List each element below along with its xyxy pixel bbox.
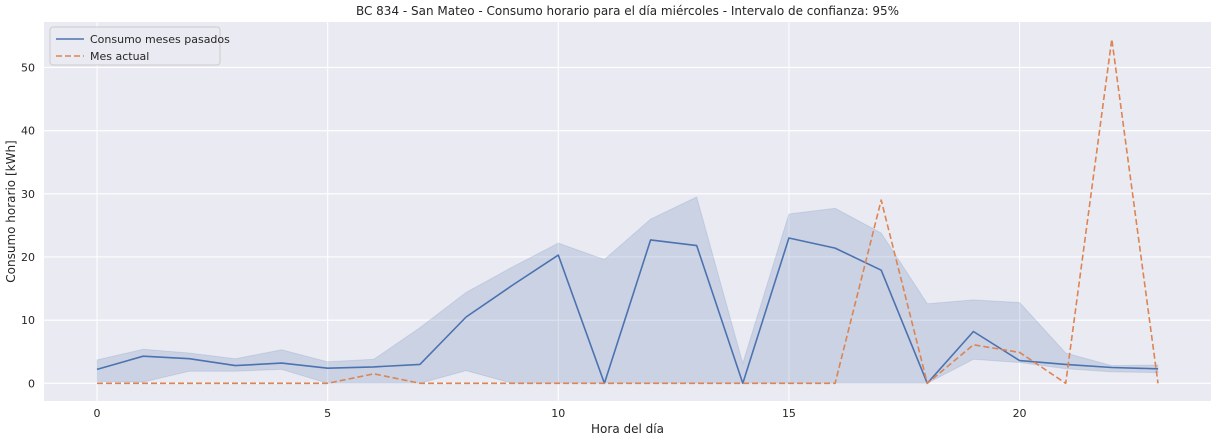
x-axis-label: Hora del día: [591, 422, 664, 436]
x-tick-label: 15: [782, 407, 796, 420]
chart-title: BC 834 - San Mateo - Consumo horario par…: [356, 4, 899, 18]
y-tick-label: 10: [21, 314, 35, 327]
legend-box: [49, 26, 221, 66]
y-axis-label: Consumo horario [kWh]: [4, 140, 18, 282]
plot-background: [44, 22, 1211, 401]
legend-label-consumo-meses-pasados: Consumo meses pasados: [90, 33, 230, 46]
x-tick-label: 10: [551, 407, 565, 420]
series-line-consumo-meses-pasados: [96, 237, 1159, 385]
x-axis-ticks: 0 5 10 15 20: [94, 407, 1027, 420]
series-line-mes-actual: [97, 38, 1159, 385]
y-tick-label: 0: [28, 377, 35, 390]
y-tick-label: 40: [21, 125, 35, 138]
y-tick-label: 20: [21, 251, 35, 264]
legend-label-mes-actual: Mes actual: [90, 50, 149, 63]
legend: Consumo meses pasados Mes actual: [49, 26, 230, 66]
y-tick-label: 50: [21, 61, 35, 74]
y-tick-label: 30: [21, 188, 35, 201]
x-tick-label: 0: [94, 407, 101, 420]
y-axis-ticks: 0 10 20 30 40 50: [21, 61, 35, 390]
x-tick-label: 20: [1013, 407, 1027, 420]
x-tick-label: 5: [324, 407, 331, 420]
plot-area: [44, 22, 1211, 401]
series-lines: [96, 38, 1159, 385]
grid-lines: [44, 22, 1211, 401]
